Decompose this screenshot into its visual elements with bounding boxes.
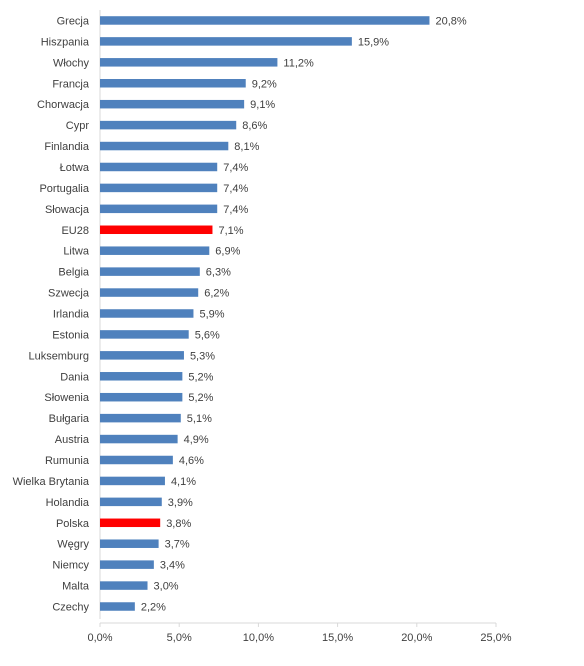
value-label: 9,2% [252, 78, 277, 90]
value-label: 5,3% [190, 350, 215, 362]
category-label: Malta [62, 581, 90, 593]
value-label: 20,8% [435, 15, 466, 27]
category-label: Słowacja [45, 204, 90, 216]
value-label: 8,1% [234, 141, 259, 153]
x-tick-label: 0,0% [87, 632, 112, 644]
bar-hiszpania [100, 37, 352, 46]
bar-chorwacja [100, 99, 245, 109]
x-axis: 0,0% 5,0% 10,0% 15,0% 20,0% 25,0% [87, 622, 512, 644]
value-label: 6,9% [215, 246, 240, 258]
bar-bułgaria [100, 413, 181, 423]
category-label: Finlandia [44, 141, 90, 153]
value-label: 3,9% [168, 497, 193, 509]
value-label: 3,0% [154, 581, 179, 593]
value-label: 9,1% [250, 99, 275, 111]
bar-włochy [100, 58, 278, 67]
bar-słowenia [100, 392, 183, 402]
bar-holandia [100, 497, 162, 507]
x-tick-label: 20,0% [401, 632, 432, 644]
bar-szwecja [100, 288, 199, 297]
category-label: Szwecja [48, 288, 90, 300]
bar-finlandia [100, 141, 229, 151]
category-label: Litwa [63, 246, 90, 258]
category-label: Bułgaria [49, 413, 90, 425]
value-label: 4,6% [179, 455, 204, 467]
bar-niemcy [100, 560, 154, 569]
category-label: EU28 [61, 225, 89, 237]
value-label: 7,4% [223, 204, 248, 216]
bar-wielka-brytania [100, 476, 165, 486]
category-label: Francja [52, 78, 90, 90]
category-label: Grecja [57, 15, 90, 27]
bar-eu28 [100, 225, 213, 235]
value-label: 3,4% [160, 560, 185, 572]
bar-cypr [100, 120, 237, 130]
category-label: Holandia [46, 497, 90, 509]
x-tick-label: 15,0% [322, 632, 353, 644]
category-label: Irlandia [53, 308, 90, 320]
bar-węgry [100, 539, 159, 548]
bars-group [100, 16, 430, 611]
value-label: 7,4% [223, 183, 248, 195]
value-label: 3,8% [166, 518, 191, 530]
x-tick-label: 25,0% [480, 632, 511, 644]
category-label: Belgia [58, 267, 89, 279]
value-label: 2,2% [141, 602, 166, 614]
value-label: 11,2% [283, 57, 314, 69]
value-label: 5,1% [187, 413, 212, 425]
bar-grecja [100, 16, 430, 25]
category-label: Portugalia [39, 183, 89, 195]
value-label: 5,2% [188, 371, 213, 383]
value-label: 5,6% [195, 329, 220, 341]
category-label: Łotwa [60, 162, 90, 174]
bar-austria [100, 434, 178, 444]
bar-irlandia [100, 309, 194, 318]
value-label: 4,9% [184, 434, 209, 446]
value-label: 6,2% [204, 288, 229, 300]
bar-litwa [100, 246, 210, 255]
category-label: Włochy [53, 57, 90, 69]
category-label: Hiszpania [41, 36, 90, 48]
bar-dania [100, 372, 183, 381]
value-label: 6,3% [206, 267, 231, 279]
value-label: 5,2% [188, 392, 213, 404]
bar-portugalia [100, 183, 218, 193]
value-label: 8,6% [242, 120, 267, 132]
category-label: Węgry [57, 539, 89, 551]
value-label: 15,9% [358, 36, 389, 48]
category-label: Słowenia [44, 392, 90, 404]
category-label: Chorwacja [37, 99, 90, 111]
x-tick-label: 10,0% [243, 632, 274, 644]
category-label: Wielka Brytania [13, 476, 90, 488]
category-label: Austria [55, 434, 90, 446]
category-label: Cypr [66, 120, 90, 132]
bar-słowacja [100, 204, 218, 214]
bar-łotwa [100, 162, 218, 172]
category-label: Rumunia [45, 455, 90, 467]
category-label: Niemcy [52, 560, 89, 572]
value-label: 7,4% [223, 162, 248, 174]
category-label: Polska [56, 518, 90, 530]
category-label: Czechy [52, 602, 89, 614]
category-label: Dania [60, 371, 90, 383]
bar-malta [100, 581, 148, 590]
bar-belgia [100, 267, 200, 276]
bar-estonia [100, 330, 189, 339]
bar-polska [100, 518, 161, 528]
bar-luksemburg [100, 351, 184, 360]
bar-francja [100, 79, 246, 88]
value-label: 4,1% [171, 476, 196, 488]
bar-czechy [100, 602, 135, 611]
category-label: Estonia [52, 329, 90, 341]
value-label: 7,1% [218, 225, 243, 237]
bar-rumunia [100, 455, 173, 465]
value-label: 5,9% [199, 308, 224, 320]
value-labels: 20,8% 15,9% 11,2% 9,2% 9,1% 8,6% 8,1% 7,4% 7,4% 7… [141, 15, 467, 613]
category-labels: Grecja Hiszpania Włochy Francja Chorwacja Cyp… [13, 15, 90, 613]
x-tick-label: 5,0% [167, 632, 192, 644]
category-label: Luksemburg [28, 350, 89, 362]
value-label: 3,7% [165, 539, 190, 551]
